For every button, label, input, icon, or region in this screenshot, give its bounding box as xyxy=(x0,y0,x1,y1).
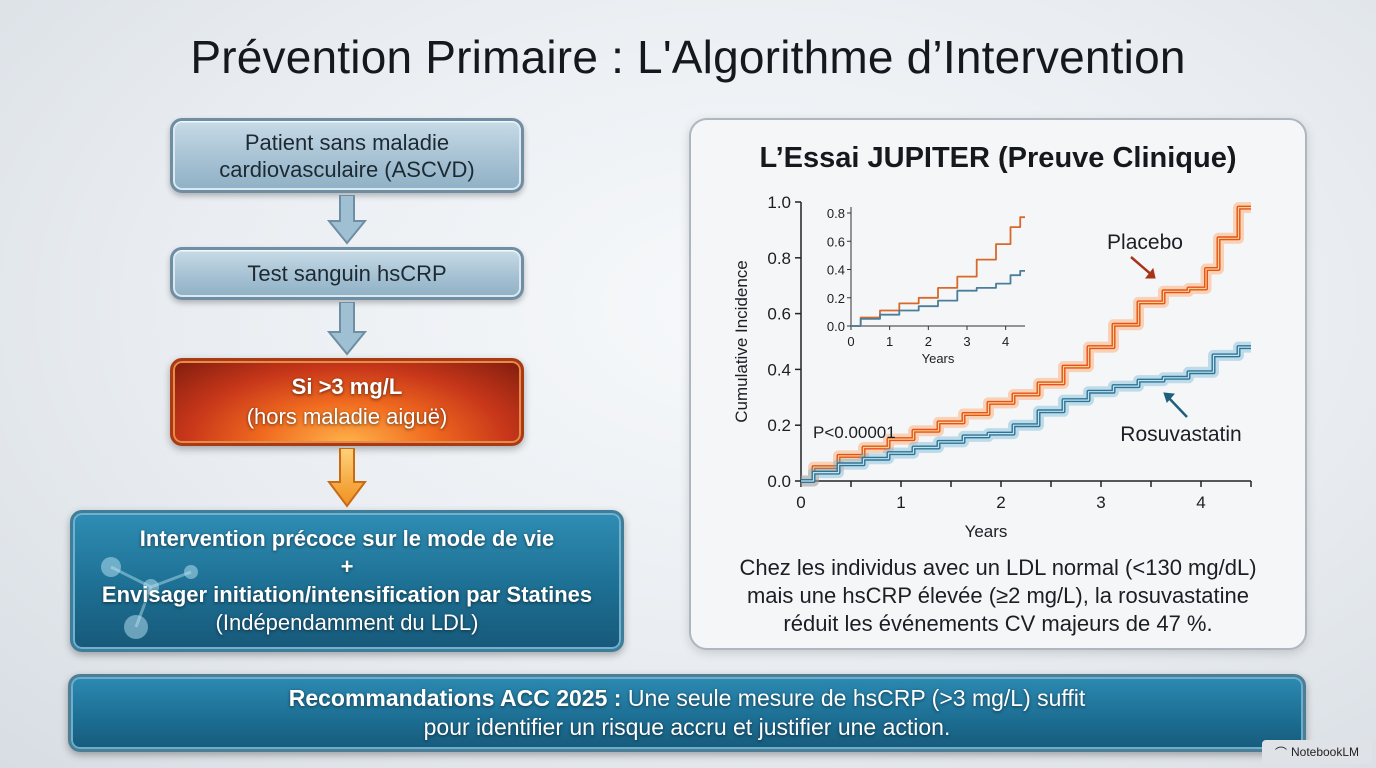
y-axis-label: Cumulative Incidence xyxy=(732,260,751,423)
x-tick-label: 2 xyxy=(996,493,1005,512)
inset-x-tick-label: 0 xyxy=(847,334,854,349)
placebo-pointer-head xyxy=(1144,267,1156,279)
step-patient-line2: cardiovasculaire (ASCVD) xyxy=(219,156,475,182)
inset-y-tick-label: 0.2 xyxy=(827,291,845,306)
step-patient-line1: Patient sans maladie xyxy=(244,129,450,155)
rosuvastatin-pointer-arrow xyxy=(1166,395,1188,418)
inset-y-tick-label: 0.4 xyxy=(827,263,845,278)
inset-x-tick-label: 2 xyxy=(925,334,932,349)
inset-series-line-1 xyxy=(851,216,1025,327)
y-tick-label: 0.4 xyxy=(767,360,791,379)
x-axis-label: Years xyxy=(965,522,1008,541)
banner-line2: pour identifier un risque accru et justi… xyxy=(423,714,951,740)
placebo-pointer-arrow xyxy=(1130,256,1154,277)
card-title: L’Essai JUPITER (Preuve Clinique) xyxy=(759,142,1237,174)
series-label-placebo: Placebo xyxy=(1107,231,1183,254)
step-threshold-line2: (hors maladie aiguë) xyxy=(246,404,448,429)
page-title: Prévention Primaire : L'Algorithme d’Int… xyxy=(190,31,1186,83)
step-test-label: Test sanguin hsCRP xyxy=(247,261,447,286)
brand-badge: ⌒ NotebookLM xyxy=(1262,740,1372,764)
down-arrow-1 xyxy=(327,195,367,245)
series-highlight-placebo xyxy=(801,207,1251,482)
brand-label: NotebookLM xyxy=(1290,745,1360,759)
banner-bold: Recommandations ACC 2025 : xyxy=(288,685,622,711)
step-intervention-line3: Envisager initiation/intensification par… xyxy=(101,582,593,607)
x-tick-label: 1 xyxy=(896,493,905,512)
step-patient-box: Patient sans maladie cardiovasculaire (A… xyxy=(170,118,524,193)
y-tick-label: 1.0 xyxy=(767,193,791,212)
y-tick-label: 0.2 xyxy=(767,416,791,435)
y-tick-label: 0.6 xyxy=(767,305,791,324)
inset-series-line-2 xyxy=(851,270,1025,327)
inset-y-tick-label: 0.6 xyxy=(827,234,845,249)
x-tick-label: 4 xyxy=(1196,493,1205,512)
banner-line1: Recommandations ACC 2025 : Une seule mes… xyxy=(71,684,1303,713)
inset-x-tick-label: 4 xyxy=(1002,334,1009,349)
caption-line3: réduit les événements CV majeurs de 47 %… xyxy=(783,611,1213,636)
down-arrow-3 xyxy=(327,448,367,508)
inset-x-tick-label: 3 xyxy=(963,334,970,349)
banner-rest: Une seule mesure de hsCRP (>3 mg/L) suff… xyxy=(627,685,1086,711)
step-intervention-box: Intervention précoce sur le mode de vie … xyxy=(70,510,624,652)
step-intervention-line2: + xyxy=(340,554,354,579)
step-intervention-line1: Intervention précoce sur le mode de vie xyxy=(139,526,555,551)
jupiter-chart: 0.0 0.2 0.4 0.6 0.8 1.0 0 1 2 3 4 Years Cumulative I… xyxy=(732,193,1252,541)
series-highlight-rosuvastatin xyxy=(801,346,1251,482)
p-value-annotation: P<0.00001 xyxy=(813,423,896,442)
rosuvastatin-pointer-head xyxy=(1163,392,1176,403)
card-caption: Chez les individus avec un LDL normal (<… xyxy=(691,554,1305,638)
inset-y-tick-label: 0.8 xyxy=(827,206,845,221)
caption-line2: mais une hsCRP élevée (≥2 mg/L), la rosu… xyxy=(746,583,1249,608)
recommendation-banner: Recommandations ACC 2025 : Une seule mes… xyxy=(68,674,1306,752)
step-threshold-box: Si >3 mg/L (hors maladie aiguë) xyxy=(170,358,524,446)
inset-y-tick-label: 0.0 xyxy=(827,319,845,334)
inset-x-axis-label: Years xyxy=(922,351,955,366)
brand-logo-icon: ⌒ xyxy=(1274,745,1287,760)
series-label-rosuvastatin: Rosuvastatin xyxy=(1120,423,1241,446)
y-tick-label: 0.0 xyxy=(767,472,791,491)
jupiter-card: L’Essai JUPITER (Preuve Clinique) 0.0 0.2… xyxy=(689,118,1307,650)
inset-x-tick-label: 1 xyxy=(886,334,893,349)
step-threshold-line1: Si >3 mg/L xyxy=(291,374,403,399)
x-tick-label: 3 xyxy=(1096,493,1105,512)
down-arrow-2 xyxy=(327,302,367,356)
x-tick-label: 0 xyxy=(796,493,805,512)
caption-line1: Chez les individus avec un LDL normal (<… xyxy=(739,555,1257,580)
y-tick-label: 0.8 xyxy=(767,249,791,268)
step-test-box: Test sanguin hsCRP xyxy=(170,247,524,300)
step-intervention-line4: (Indépendamment du LDL) xyxy=(215,610,479,635)
molecule-decoration-icon xyxy=(101,557,198,639)
